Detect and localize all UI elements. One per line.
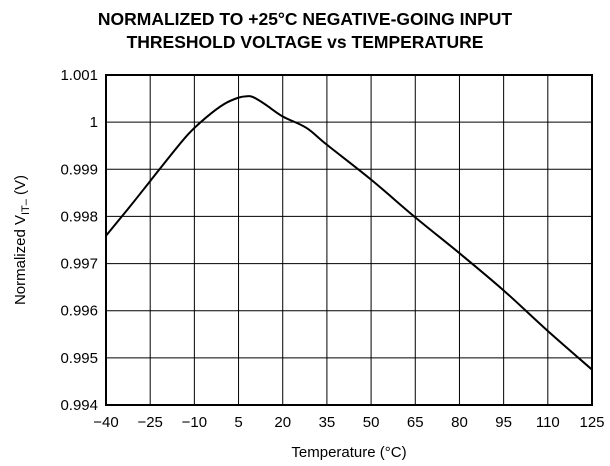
x-tick-label: 95 bbox=[495, 414, 512, 431]
y-axis-label: Normalized VIT– (V) bbox=[12, 175, 32, 305]
x-tick-label: −10 bbox=[182, 414, 207, 431]
x-tick-label: 110 bbox=[536, 414, 560, 431]
y-tick-label: 1.001 bbox=[60, 67, 98, 84]
x-tick-label: 20 bbox=[274, 414, 291, 431]
chart-title-line-1: NORMALIZED TO +25°C NEGATIVE-GOING INPUT bbox=[97, 9, 513, 29]
x-tick-label: 35 bbox=[319, 414, 336, 431]
series-lines bbox=[105, 95, 593, 371]
x-tick-label: 50 bbox=[363, 414, 380, 431]
y-tick-labels: 0.994 0.995 0.996 0.997 0.998 0.999 1 1.001 bbox=[60, 67, 98, 414]
y-tick-label: 0.998 bbox=[60, 208, 98, 225]
y-axis-label-suffix: (V) bbox=[12, 175, 29, 199]
y-tick-label: 0.995 bbox=[60, 350, 98, 367]
y-tick-label: 0.994 bbox=[60, 397, 98, 414]
plot-frame bbox=[105, 74, 593, 406]
grid-lines bbox=[105, 74, 593, 406]
series-line bbox=[105, 95, 593, 371]
x-tick-label: 80 bbox=[451, 414, 468, 431]
x-axis-label: Temperature (°C) bbox=[291, 444, 406, 461]
x-tick-label: −25 bbox=[137, 414, 162, 431]
y-tick-label: 0.999 bbox=[60, 161, 98, 178]
y-tick-label: 1 bbox=[90, 114, 98, 131]
x-tick-label: 65 bbox=[407, 414, 424, 431]
y-tick-label: 0.996 bbox=[60, 303, 98, 320]
x-tick-label: −40 bbox=[93, 414, 118, 431]
x-tick-label: 125 bbox=[579, 414, 604, 431]
chart-title-line-2: THRESHOLD VOLTAGE vs TEMPERATURE bbox=[126, 32, 484, 52]
y-tick-label: 0.997 bbox=[60, 256, 98, 273]
x-tick-label: 5 bbox=[234, 414, 242, 431]
y-axis-label-prefix: Normalized V bbox=[12, 215, 29, 305]
x-tick-labels: −40 −25 −10 5 20 35 50 65 80 95 110 125 bbox=[93, 414, 604, 431]
y-axis-label-subscript: IT– bbox=[20, 198, 32, 215]
